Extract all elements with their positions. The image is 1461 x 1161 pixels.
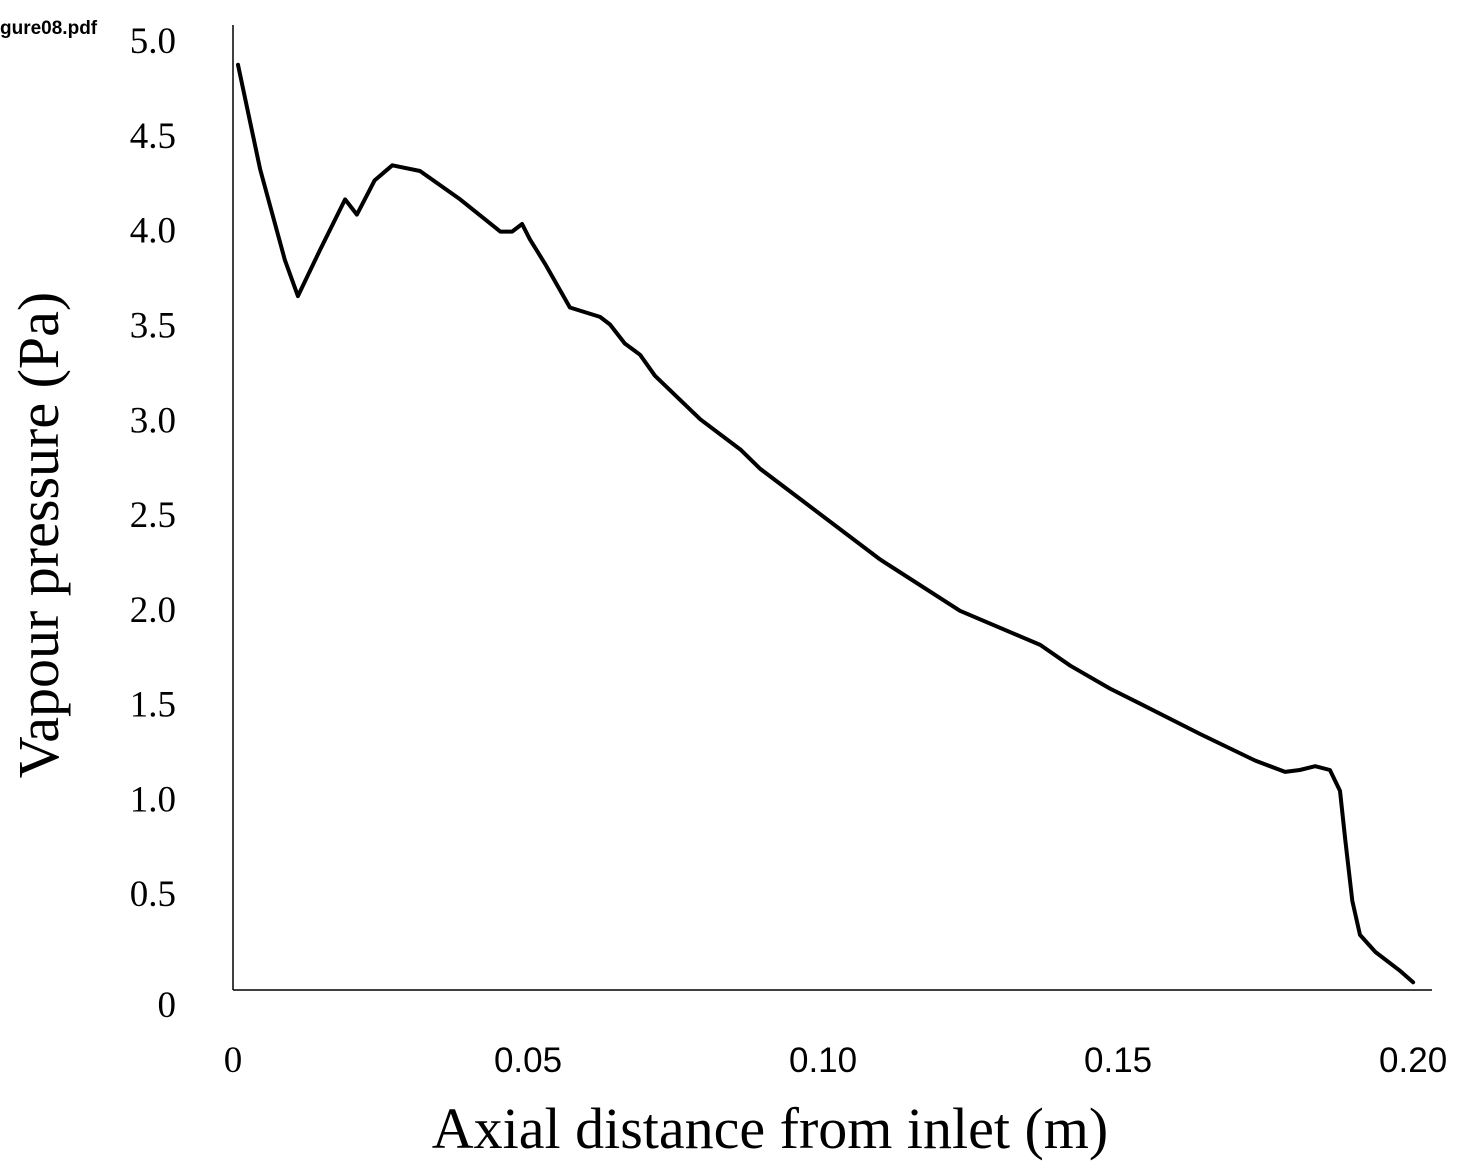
x-axis-label: Axial distance from inlet (m) <box>432 1096 1108 1161</box>
file-label: gure08.pdf <box>0 18 98 39</box>
y-tick-label: 0.5 <box>130 874 176 915</box>
y-tick-label: 2.5 <box>130 495 176 536</box>
x-tick-label: 0 <box>224 1040 243 1081</box>
y-axis-label: Vapour pressure (Pa) <box>6 292 71 778</box>
x-tick-label: 0.20 <box>1379 1041 1447 1080</box>
y-tick-label: 4.0 <box>130 211 176 252</box>
y-tick-label: 3.5 <box>130 306 176 347</box>
y-tick-label: 2.0 <box>130 590 176 631</box>
y-tick-label: 1.0 <box>130 779 176 820</box>
data-line <box>236 62 1416 985</box>
x-tick-label: 0.10 <box>789 1041 857 1080</box>
y-tick-label: 1.5 <box>130 685 176 726</box>
x-tick-label: 0.15 <box>1084 1041 1152 1080</box>
y-tick-label: 3.0 <box>130 400 176 441</box>
y-tick-label: 4.5 <box>130 116 176 157</box>
x-tick-label: 0.05 <box>494 1041 562 1080</box>
y-tick-label: 0 <box>158 985 177 1026</box>
y-tick-label: 5.0 <box>130 21 176 62</box>
